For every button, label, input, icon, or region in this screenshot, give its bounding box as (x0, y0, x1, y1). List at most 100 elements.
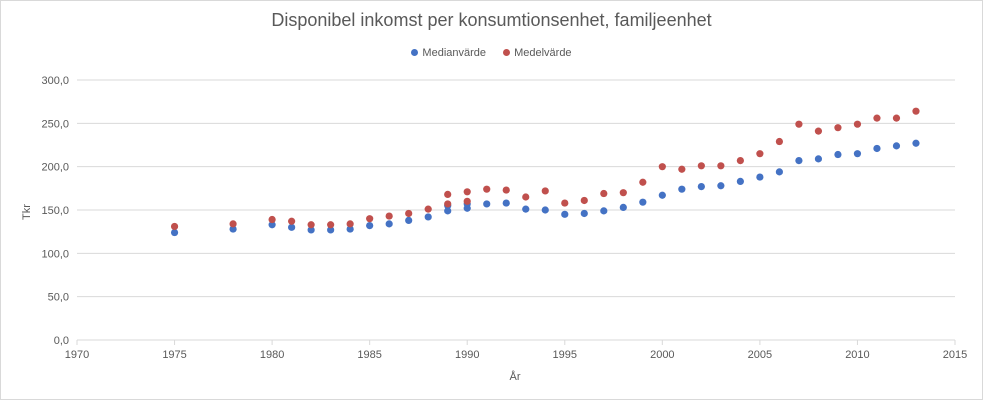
data-point (561, 199, 569, 207)
y-tick-label: 250,0 (41, 118, 69, 130)
data-point (366, 222, 374, 230)
data-point (170, 228, 179, 237)
data-point (541, 206, 549, 214)
data-point (502, 199, 510, 207)
data-point (405, 209, 413, 218)
legend-label-mean: Medelvärde (514, 47, 572, 59)
x-tick-label: 2000 (650, 349, 674, 361)
data-point (853, 120, 862, 128)
legend: Medianvärde Medelvärde (0, 47, 983, 59)
legend-label-median: Medianvärde (422, 47, 487, 59)
data-point (522, 193, 530, 201)
data-point (522, 205, 530, 213)
data-point (756, 150, 764, 158)
data-point (853, 150, 862, 158)
y-tick-label: 50,0 (48, 292, 69, 304)
data-point (561, 210, 569, 218)
data-point (580, 196, 588, 205)
data-point (541, 187, 549, 195)
data-point (327, 226, 335, 234)
data-point (697, 162, 705, 170)
gridlines (76, 79, 956, 345)
data-point (346, 225, 354, 233)
data-point (288, 223, 296, 231)
data-point (873, 144, 881, 153)
legend-item-mean: Medelvärde (503, 47, 572, 59)
data-point (307, 221, 315, 229)
data-point (229, 220, 237, 228)
data-point (483, 185, 491, 193)
y-tick-label: 0,0 (54, 335, 69, 347)
data-point (229, 225, 237, 233)
data-point (463, 197, 471, 205)
x-tick-label: 1975 (162, 349, 186, 361)
data-point (736, 177, 744, 185)
data-point (580, 209, 588, 218)
data-point (834, 150, 842, 159)
data-point (736, 157, 744, 165)
chart-title: Disponibel inkomst per konsumtionsenhet,… (271, 10, 712, 30)
data-point (346, 220, 354, 228)
data-point (327, 221, 335, 229)
data-point (892, 114, 901, 122)
data-point (444, 190, 452, 198)
data-point (834, 124, 842, 132)
data-point (444, 207, 452, 215)
x-tick-label: 1995 (553, 349, 577, 361)
y-tick-label: 100,0 (41, 248, 69, 260)
data-point (268, 215, 276, 224)
data-point (658, 191, 666, 199)
y-tick-label: 300,0 (41, 75, 69, 87)
data-point (483, 200, 491, 208)
data-point (639, 198, 647, 206)
data-point (366, 215, 374, 223)
series-mean (170, 107, 920, 231)
legend-marker-median (411, 49, 419, 56)
data-point (814, 155, 823, 163)
data-point (619, 203, 627, 211)
data-point (424, 205, 432, 213)
data-point (424, 213, 432, 221)
data-point (639, 178, 647, 186)
data-point (385, 212, 393, 220)
legend-marker-mean (503, 49, 511, 56)
series-points (170, 107, 920, 237)
data-point (814, 127, 823, 135)
x-tick-label: 2010 (845, 349, 869, 361)
x-tick-label: 2005 (748, 349, 772, 361)
data-point (912, 139, 920, 147)
x-tick-label: 1985 (357, 349, 381, 361)
y-axis-ticks: 0,0 50,0 100,0 150,0 200,0 250,0 300,0 (41, 75, 69, 347)
data-point (600, 207, 608, 215)
data-point (717, 162, 725, 170)
data-point (775, 168, 784, 176)
data-point (678, 185, 686, 193)
data-point (912, 107, 920, 115)
data-point (697, 183, 705, 191)
data-point (385, 220, 393, 228)
data-point (678, 165, 686, 173)
data-point (288, 217, 296, 225)
data-point (775, 137, 784, 146)
data-point (502, 186, 510, 194)
y-tick-label: 200,0 (41, 162, 69, 174)
data-point (600, 189, 608, 198)
data-point (658, 163, 666, 171)
data-point (795, 120, 803, 128)
series-median (170, 139, 920, 237)
x-axis-ticks: 1970 1975 1980 1985 1990 1995 2000 2005 2010 2015 (65, 349, 967, 361)
x-axis-label: År (510, 370, 521, 383)
data-point (170, 222, 179, 231)
data-point (307, 226, 315, 234)
data-point (756, 173, 764, 181)
data-point (405, 216, 413, 224)
y-tick-label: 150,0 (41, 205, 69, 217)
data-point (619, 189, 627, 197)
data-point (444, 200, 452, 208)
data-point (268, 221, 276, 229)
data-point (463, 188, 471, 196)
data-point (795, 157, 803, 165)
y-axis-label: Tkr (21, 204, 33, 220)
x-tick-label: 1990 (455, 349, 479, 361)
